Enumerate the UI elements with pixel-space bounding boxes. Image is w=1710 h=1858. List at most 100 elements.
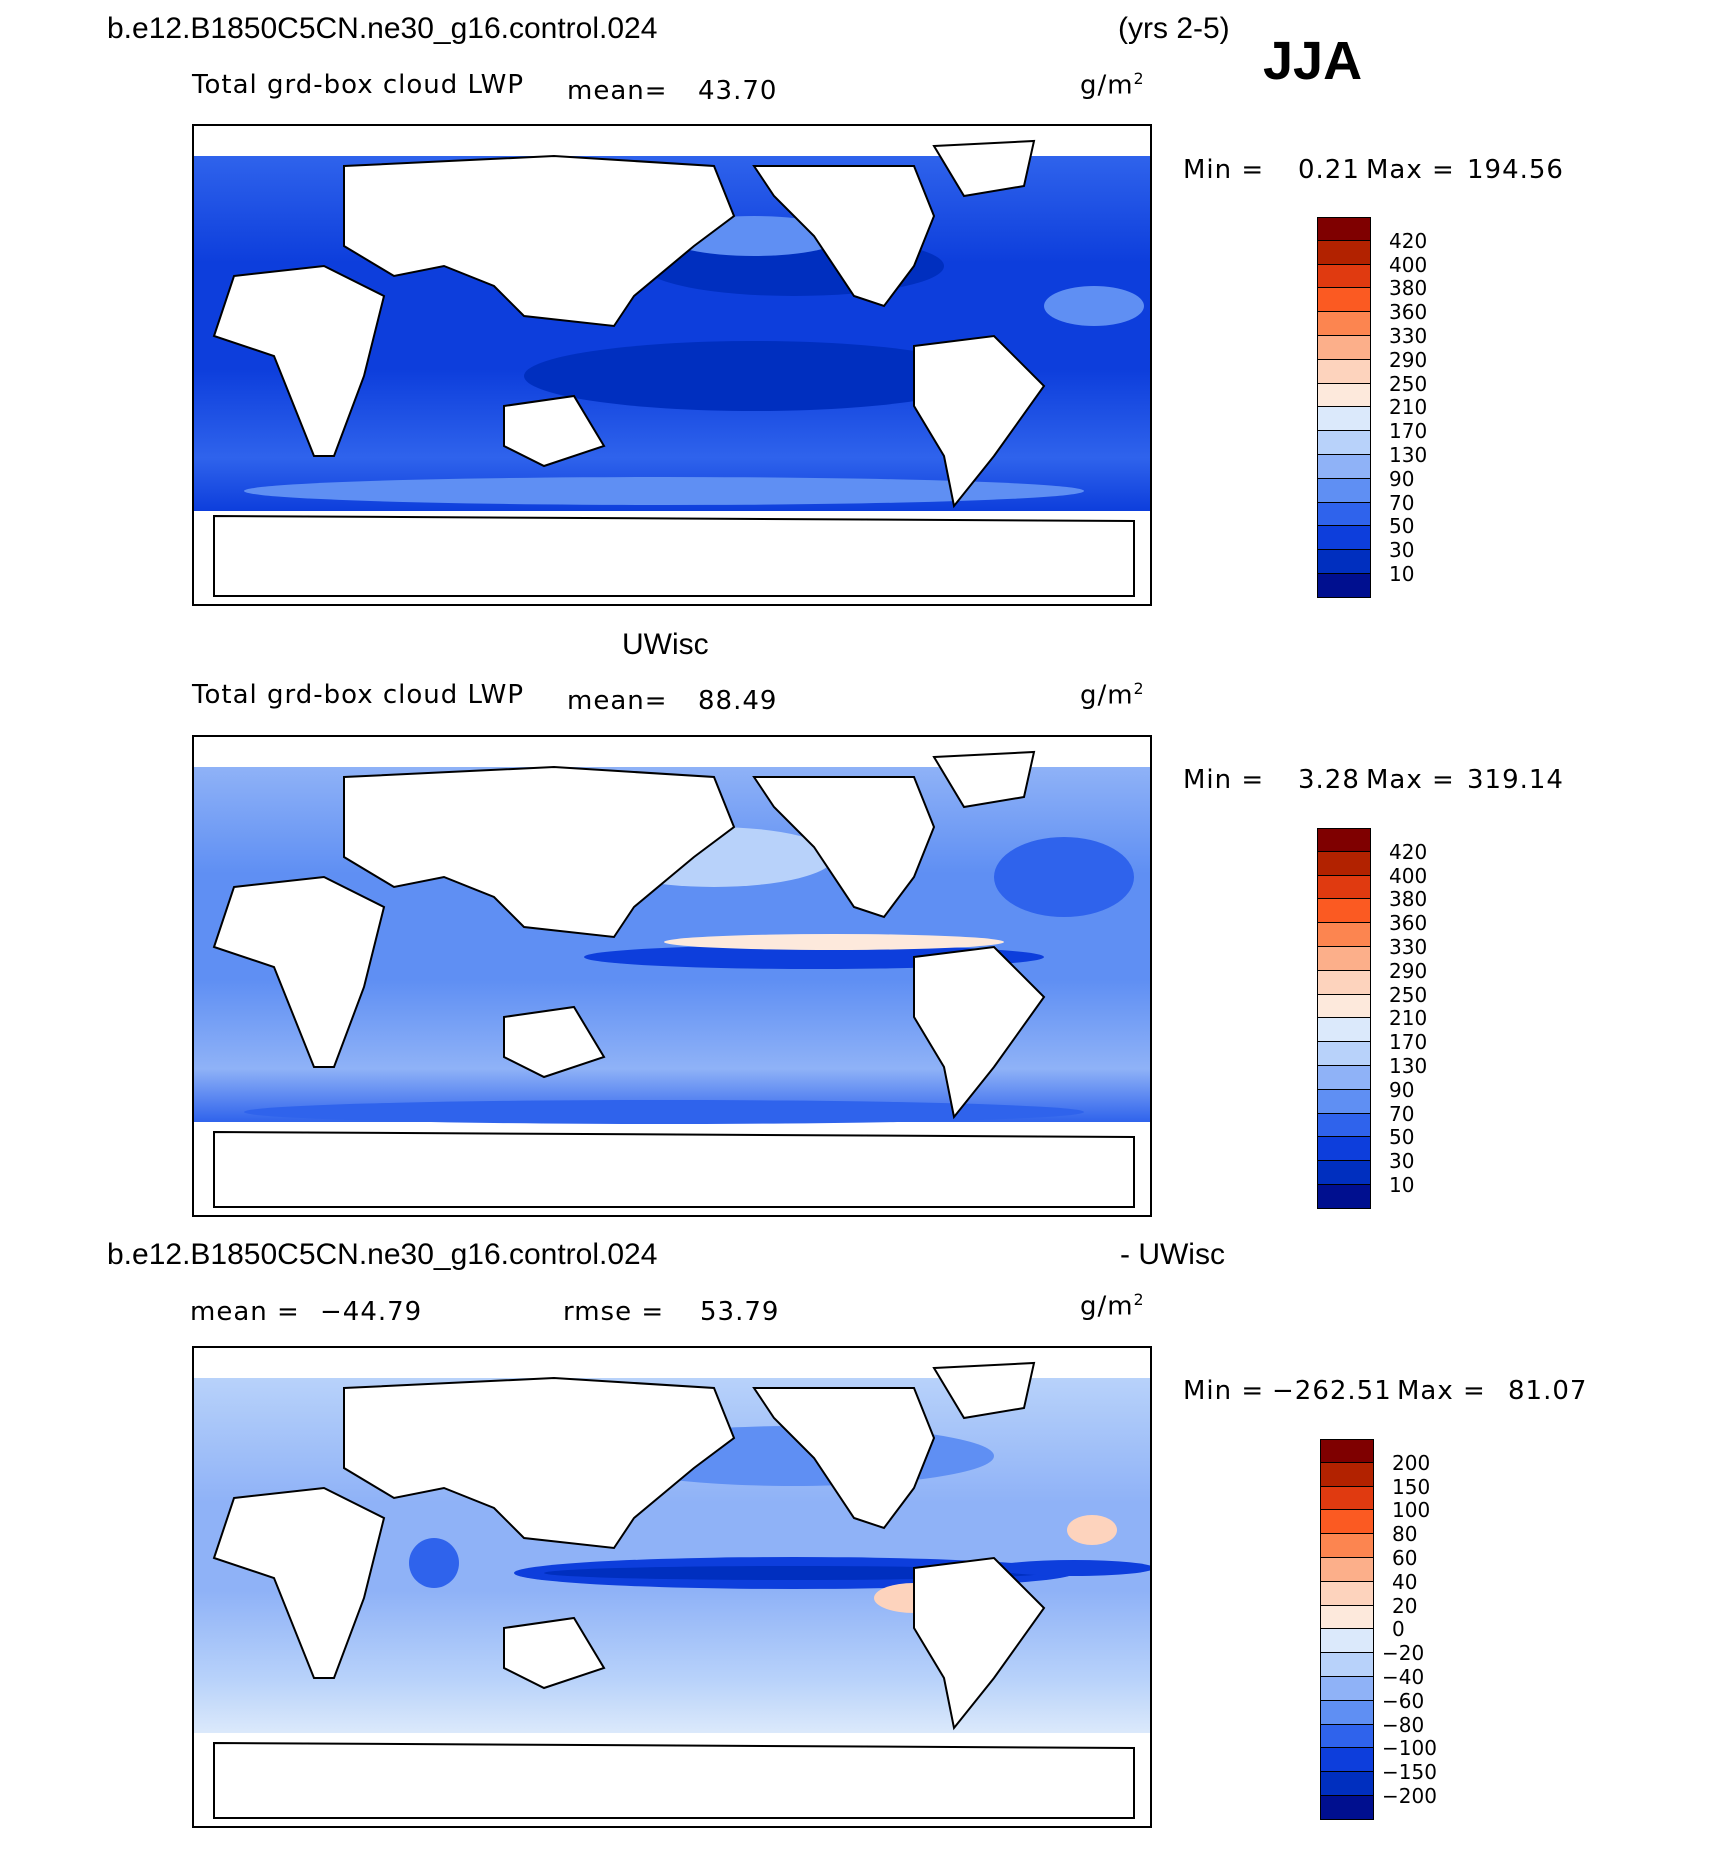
panel2-units: g/m2 [1080, 680, 1145, 711]
colorbar-swatch [1317, 312, 1371, 336]
colorbar-tick-label: −20 [1382, 1641, 1425, 1666]
colorbar-swatch [1317, 335, 1371, 360]
colorbar-tick-label: 100 [1392, 1498, 1431, 1523]
colorbar-swatch [1320, 1605, 1374, 1630]
years-label: (yrs 2-5) [1118, 12, 1230, 45]
panel2-map [192, 735, 1152, 1217]
colorbar-swatch [1317, 478, 1371, 503]
colorbar-tick-label: 210 [1389, 1006, 1428, 1031]
colorbar-swatch [1317, 526, 1371, 551]
panel3-mean-value: −44.79 [320, 1297, 423, 1327]
colorbar-swatch [1317, 383, 1371, 408]
colorbar-tick-label: 40 [1392, 1569, 1418, 1594]
panel1-map [192, 124, 1152, 606]
colorbar-swatch [1320, 1676, 1374, 1701]
panel2-map-svg [194, 750, 1150, 1208]
colorbar-swatch [1317, 851, 1371, 876]
colorbar-swatch [1320, 1772, 1374, 1796]
panel3-rmse-label: rmse = [563, 1297, 665, 1327]
colorbar-tick-label: 0 [1392, 1617, 1405, 1642]
panel1-max-value: 194.56 [1467, 155, 1564, 185]
colorbar-swatch [1320, 1439, 1374, 1463]
colorbar-tick-label: 30 [1389, 1149, 1415, 1174]
colorbar-tick-label: 380 [1389, 887, 1428, 912]
colorbar-swatch [1317, 454, 1371, 479]
colorbar-frame [1320, 1439, 1374, 1820]
colorbar-tick-label: 290 [1389, 958, 1428, 983]
colorbar-swatch [1320, 1700, 1374, 1725]
colorbar-tick-label: −100 [1382, 1736, 1437, 1761]
colorbar-tick-label: −60 [1382, 1688, 1425, 1713]
panel3-max-value: 81.07 [1508, 1376, 1588, 1406]
colorbar-tick-label: 420 [1389, 228, 1428, 253]
panel2-max-value: 319.14 [1467, 765, 1564, 795]
colorbar-tick-label: 330 [1389, 324, 1428, 348]
colorbar-tick-label: 360 [1389, 911, 1428, 936]
panel2-min-value: 3.28 [1298, 765, 1360, 795]
panel2-mean-label: mean= [567, 686, 668, 716]
panel1-variable: Total grd-box cloud LWP [192, 70, 525, 100]
panel2-colorbar: 420 400 380 360 330 290 250 210 170 130 90 70 50 30 10 [1317, 828, 1427, 1209]
colorbar-swatch [1317, 1089, 1371, 1114]
panel2-min-label: Min = [1183, 765, 1265, 795]
colorbar-tick-label: −80 [1382, 1712, 1425, 1737]
panel3-map-svg [194, 1361, 1150, 1819]
colorbar-tick-label: 170 [1389, 1030, 1428, 1055]
colorbar-swatch [1320, 1534, 1374, 1558]
colorbar-swatch [1317, 240, 1371, 265]
panel3-min-label: Min = [1183, 1376, 1265, 1406]
colorbar-swatch [1317, 1113, 1371, 1138]
colorbar-swatch [1317, 217, 1371, 241]
colorbar-tick-label: 50 [1389, 1125, 1415, 1150]
colorbar-tick-label: −40 [1382, 1665, 1425, 1689]
colorbar-tick-label: 70 [1389, 1101, 1415, 1126]
panel1-min-value: 0.21 [1298, 155, 1360, 185]
colorbar-tick-label: 90 [1389, 1077, 1415, 1102]
panel3-units: g/m2 [1080, 1291, 1145, 1322]
panel1-mean-label: mean= [567, 76, 668, 106]
panel1-mean-value: 43.70 [698, 76, 778, 106]
colorbar-tick-label: 360 [1389, 300, 1428, 325]
colorbar-swatch [1320, 1653, 1374, 1677]
colorbar-swatch [1317, 1065, 1371, 1090]
colorbar-tick-label: 170 [1389, 419, 1428, 444]
colorbar-swatch [1317, 923, 1371, 947]
panel1-map-svg [194, 139, 1150, 597]
colorbar-tick-label: 380 [1389, 276, 1428, 301]
colorbar-tick-label: −200 [1382, 1784, 1437, 1808]
colorbar-swatch [1317, 1042, 1371, 1066]
panel2-mean-value: 88.49 [698, 686, 778, 716]
colorbar-tick-label: 250 [1389, 371, 1428, 396]
colorbar-tick-label: 400 [1389, 252, 1428, 277]
colorbar-swatch [1320, 1581, 1374, 1606]
colorbar-tick-label: 150 [1392, 1474, 1431, 1499]
case-title: b.e12.B1850C5CN.ne30_g16.control.024 [107, 12, 658, 45]
colorbar-tick-label: 10 [1389, 1173, 1415, 1197]
colorbar-tick-label: 90 [1389, 466, 1415, 491]
colorbar-tick-label: 80 [1392, 1522, 1418, 1547]
colorbar-frame [1317, 828, 1371, 1209]
colorbar-tick-label: 210 [1389, 395, 1428, 420]
colorbar-swatch [1320, 1486, 1374, 1511]
colorbar-tick-label: 420 [1389, 839, 1428, 864]
colorbar-tick-label: 30 [1389, 538, 1415, 563]
season-label: JJA [1263, 31, 1363, 91]
panel3-map [192, 1346, 1152, 1828]
colorbar-tick-label: 50 [1389, 514, 1415, 539]
colorbar-swatch [1317, 970, 1371, 995]
colorbar-tick-label: 250 [1389, 982, 1428, 1007]
colorbar-tick-label: 130 [1389, 443, 1428, 467]
colorbar-tick-label: 20 [1392, 1593, 1418, 1618]
colorbar-frame [1317, 217, 1371, 598]
colorbar-tick-label: 330 [1389, 935, 1428, 959]
panel2-variable: Total grd-box cloud LWP [192, 680, 525, 710]
colorbar-swatch [1317, 946, 1371, 971]
panel3-mean-label: mean = [190, 1297, 300, 1327]
colorbar-tick-label: 60 [1392, 1546, 1418, 1570]
panel3-colorbar: 200 150 100 80 60 40 20 0 −20 −40 −60 −80 −100 −150 −2… [1320, 1439, 1437, 1820]
colorbar-swatch [1317, 994, 1371, 1019]
panel2-title: UWisc [622, 628, 709, 661]
colorbar-swatch [1317, 431, 1371, 455]
colorbar-swatch [1317, 828, 1371, 852]
panel1-units: g/m2 [1080, 70, 1145, 101]
